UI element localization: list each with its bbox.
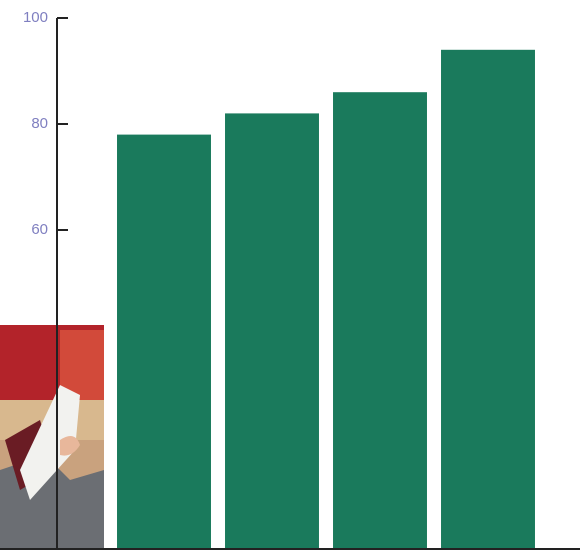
y-tick-label: 80 — [31, 115, 48, 132]
bar — [225, 113, 319, 549]
y-tick-label: 100 — [23, 9, 48, 26]
photo — [0, 325, 104, 550]
bar — [117, 134, 211, 548]
bar — [441, 49, 535, 549]
y-tick-label: 60 — [31, 221, 48, 238]
bar — [333, 92, 427, 548]
